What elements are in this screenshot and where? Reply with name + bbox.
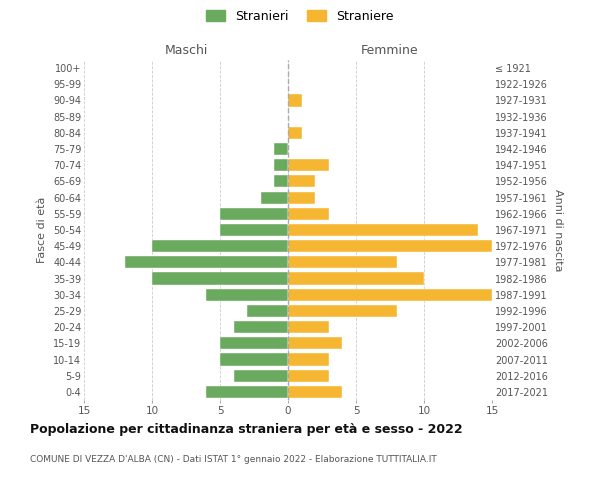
Text: Maschi: Maschi xyxy=(164,44,208,57)
Bar xyxy=(288,338,343,349)
Text: Popolazione per cittadinanza straniera per età e sesso - 2022: Popolazione per cittadinanza straniera p… xyxy=(30,422,463,436)
Bar xyxy=(152,272,288,284)
Bar xyxy=(152,240,288,252)
Bar xyxy=(261,192,288,203)
Bar xyxy=(247,305,288,317)
Bar xyxy=(288,256,397,268)
Bar xyxy=(220,354,288,366)
Bar xyxy=(288,176,315,188)
Bar xyxy=(288,224,478,236)
Bar xyxy=(288,305,397,317)
Bar xyxy=(274,159,288,172)
Y-axis label: Fasce di età: Fasce di età xyxy=(37,197,47,263)
Bar xyxy=(220,224,288,236)
Bar xyxy=(288,192,315,203)
Text: COMUNE DI VEZZA D'ALBA (CN) - Dati ISTAT 1° gennaio 2022 - Elaborazione TUTTITAL: COMUNE DI VEZZA D'ALBA (CN) - Dati ISTAT… xyxy=(30,455,437,464)
Bar xyxy=(125,256,288,268)
Bar xyxy=(233,321,288,333)
Y-axis label: Anni di nascita: Anni di nascita xyxy=(553,188,563,271)
Bar xyxy=(288,208,329,220)
Bar xyxy=(288,272,424,284)
Bar xyxy=(288,240,492,252)
Bar xyxy=(288,321,329,333)
Bar xyxy=(220,208,288,220)
Bar xyxy=(206,386,288,398)
Bar xyxy=(288,288,492,301)
Bar xyxy=(288,386,343,398)
Legend: Stranieri, Straniere: Stranieri, Straniere xyxy=(202,5,398,28)
Bar xyxy=(206,288,288,301)
Text: Femmine: Femmine xyxy=(361,44,419,57)
Bar xyxy=(233,370,288,382)
Bar xyxy=(288,159,329,172)
Bar xyxy=(220,338,288,349)
Bar xyxy=(288,370,329,382)
Bar xyxy=(274,176,288,188)
Bar xyxy=(288,127,302,139)
Bar xyxy=(288,94,302,106)
Bar xyxy=(288,354,329,366)
Bar xyxy=(274,143,288,155)
